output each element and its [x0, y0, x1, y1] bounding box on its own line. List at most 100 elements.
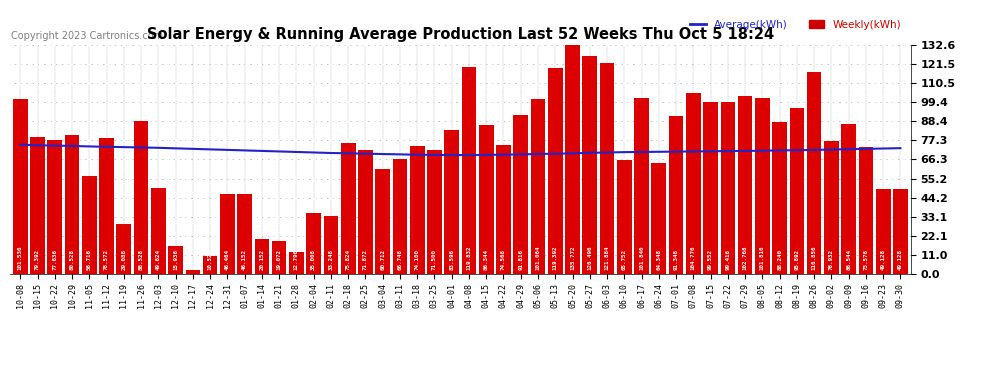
Bar: [635, 98, 648, 274]
Text: 71.872: 71.872: [363, 249, 368, 270]
Text: 33.248: 33.248: [329, 249, 334, 270]
Text: 75.824: 75.824: [346, 249, 350, 270]
Text: 65.752: 65.752: [622, 249, 627, 270]
Bar: [48, 140, 62, 274]
Text: 20.152: 20.152: [259, 249, 264, 270]
Bar: [876, 189, 891, 274]
Bar: [30, 137, 45, 274]
Bar: [185, 270, 200, 274]
Text: 86.544: 86.544: [846, 249, 851, 270]
Text: 15.936: 15.936: [173, 249, 178, 270]
Bar: [858, 147, 873, 274]
Bar: [582, 56, 597, 274]
Bar: [600, 63, 615, 274]
Text: 104.776: 104.776: [691, 246, 696, 270]
Text: 77.636: 77.636: [52, 249, 57, 270]
Text: 19.072: 19.072: [276, 249, 281, 270]
Bar: [686, 93, 701, 274]
Bar: [220, 194, 235, 274]
Bar: [461, 67, 476, 274]
Text: 88.528: 88.528: [139, 249, 144, 270]
Text: 29.088: 29.088: [122, 249, 127, 270]
Bar: [514, 116, 528, 274]
Text: 74.568: 74.568: [501, 249, 506, 270]
Bar: [445, 129, 459, 274]
Bar: [324, 216, 339, 274]
Bar: [306, 213, 321, 274]
Text: 91.348: 91.348: [673, 249, 678, 270]
Text: 101.840: 101.840: [640, 246, 644, 270]
Title: Solar Energy & Running Average Production Last 52 Weeks Thu Oct 5 18:24: Solar Energy & Running Average Productio…: [147, 27, 774, 42]
Text: 79.392: 79.392: [35, 249, 40, 270]
Bar: [375, 169, 390, 274]
Text: 101.064: 101.064: [536, 246, 541, 270]
Bar: [82, 176, 97, 274]
Text: 99.552: 99.552: [708, 249, 713, 270]
Bar: [651, 163, 666, 274]
Text: 101.816: 101.816: [760, 246, 765, 270]
Text: 88.240: 88.240: [777, 249, 782, 270]
Bar: [772, 122, 787, 274]
Bar: [790, 108, 804, 274]
Text: 80.528: 80.528: [69, 249, 74, 270]
Bar: [289, 252, 304, 274]
Bar: [117, 224, 131, 274]
Text: 73.576: 73.576: [863, 249, 868, 270]
Bar: [721, 102, 736, 274]
Bar: [341, 143, 355, 274]
Bar: [64, 135, 79, 274]
Text: 101.536: 101.536: [18, 246, 23, 270]
Bar: [410, 146, 425, 274]
Bar: [168, 246, 183, 274]
Text: 76.932: 76.932: [829, 249, 834, 270]
Text: 119.392: 119.392: [552, 246, 557, 270]
Bar: [617, 160, 632, 274]
Bar: [807, 72, 822, 274]
Text: 49.624: 49.624: [155, 249, 160, 270]
Text: 66.748: 66.748: [397, 249, 403, 270]
Bar: [272, 241, 286, 274]
Text: 99.416: 99.416: [726, 249, 731, 270]
Text: 60.712: 60.712: [380, 249, 385, 270]
Bar: [479, 125, 494, 274]
Bar: [565, 39, 580, 274]
Bar: [738, 96, 752, 274]
Bar: [824, 141, 839, 274]
Text: Copyright 2023 Cartronics.com: Copyright 2023 Cartronics.com: [11, 31, 163, 41]
Text: 95.892: 95.892: [794, 249, 799, 270]
Bar: [547, 68, 562, 274]
Text: 49.128: 49.128: [898, 249, 903, 270]
Text: 12.796: 12.796: [294, 249, 299, 270]
Text: 86.344: 86.344: [484, 249, 489, 270]
Text: 78.572: 78.572: [104, 249, 109, 270]
Bar: [427, 150, 442, 274]
Text: 116.856: 116.856: [812, 246, 817, 270]
Bar: [99, 138, 114, 274]
Text: 46.464: 46.464: [225, 249, 230, 270]
Text: 102.768: 102.768: [742, 246, 747, 270]
Text: 121.884: 121.884: [605, 246, 610, 270]
Bar: [358, 150, 373, 274]
Bar: [531, 99, 545, 274]
Text: 49.128: 49.128: [881, 249, 886, 270]
Text: 64.348: 64.348: [656, 249, 661, 270]
Bar: [703, 102, 718, 274]
Text: 126.496: 126.496: [587, 246, 592, 270]
Bar: [669, 116, 683, 274]
Text: 74.100: 74.100: [415, 249, 420, 270]
Bar: [254, 239, 269, 274]
Legend: Average(kWh), Weekly(kWh): Average(kWh), Weekly(kWh): [686, 16, 906, 34]
Bar: [842, 124, 856, 274]
Text: 135.772: 135.772: [570, 246, 575, 270]
Text: 83.596: 83.596: [449, 249, 454, 270]
Bar: [496, 145, 511, 274]
Text: 71.500: 71.500: [432, 249, 437, 270]
Bar: [13, 99, 28, 274]
Text: 56.716: 56.716: [87, 249, 92, 270]
Bar: [203, 256, 218, 274]
Text: 119.832: 119.832: [466, 246, 471, 270]
Bar: [893, 189, 908, 274]
Text: 91.816: 91.816: [518, 249, 524, 270]
Text: 46.152: 46.152: [243, 249, 248, 270]
Bar: [151, 188, 165, 274]
